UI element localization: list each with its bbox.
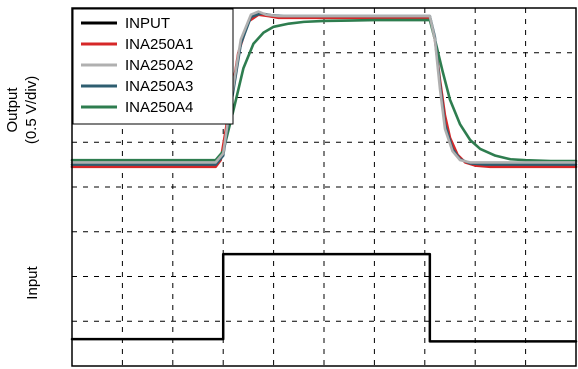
y-axis-labels: Output (0.5 V/div) Input: [4, 76, 41, 300]
ylabel-input: Input: [24, 265, 41, 299]
legend-label-ina250a4: INA250A4: [125, 99, 193, 116]
series-line-input: [70, 252, 578, 343]
legend: INPUT INA250A1 INA250A2 INA250A3 INA250A4: [72, 8, 234, 125]
legend-label-ina250a2: INA250A2: [125, 57, 193, 74]
ylabel-output-line1: Output: [4, 87, 21, 133]
plot-frame: [71, 7, 577, 367]
legend-label-input: INPUT: [125, 15, 170, 32]
ylabel-output-line2: (0.5 V/div): [23, 76, 40, 144]
series-line-ina250a4: [70, 18, 578, 163]
legend-label-ina250a1: INA250A1: [125, 36, 193, 53]
legend-label-ina250a3: INA250A3: [125, 78, 193, 95]
